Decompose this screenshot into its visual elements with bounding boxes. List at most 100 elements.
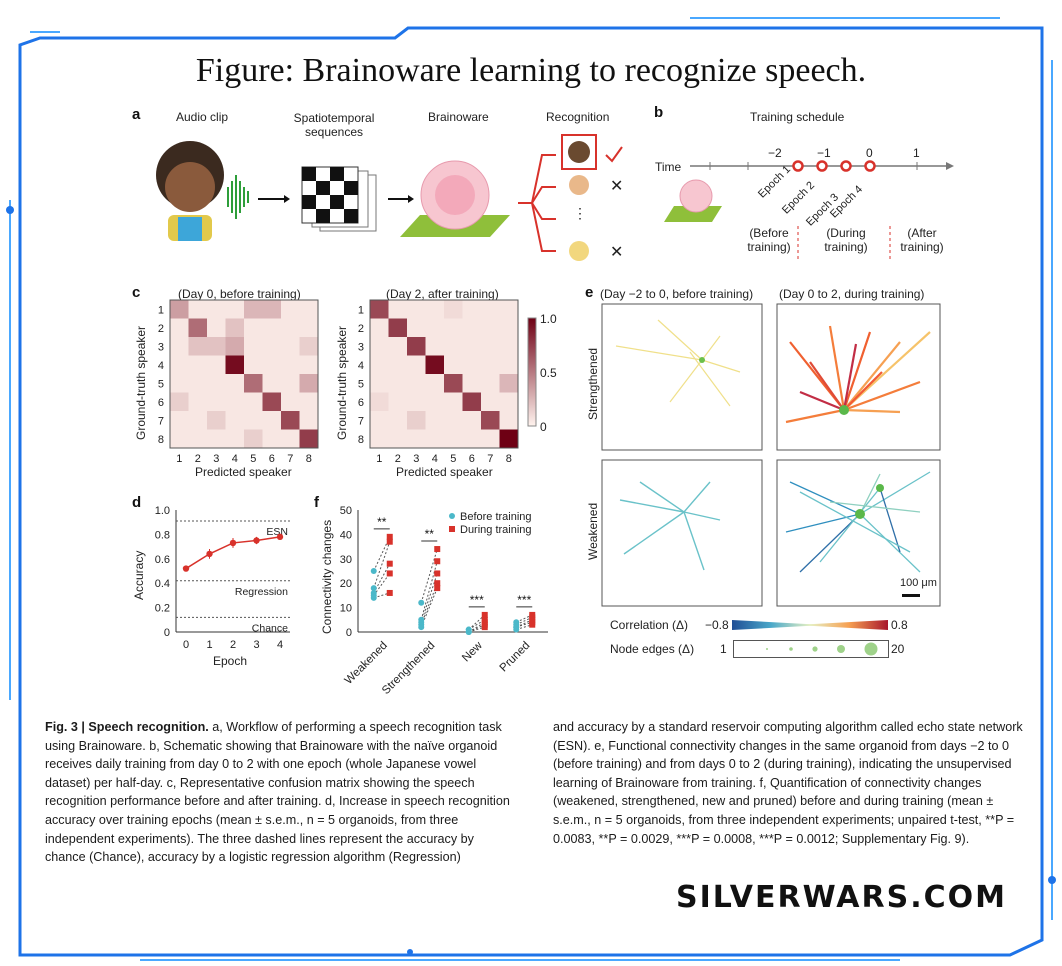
- organoid-icon: [664, 179, 722, 222]
- heatmap-title-after: (Day 2, after training): [386, 287, 499, 301]
- y-tick-label: 2: [158, 323, 164, 335]
- heatmap-cell: [499, 318, 518, 337]
- heatmap-cell: [188, 429, 207, 448]
- category-label: Weakened: [343, 640, 390, 687]
- heatmap-cell: [244, 300, 263, 319]
- heatmap-cell: [262, 429, 281, 448]
- epoch-markers: [792, 160, 876, 172]
- y-tick-label: 2: [358, 323, 364, 335]
- heatmap-cell: [462, 374, 481, 393]
- heatmap-cell: [262, 337, 281, 356]
- heatmap-cell: [499, 337, 518, 356]
- heatmap-cell: [299, 300, 318, 319]
- sound-wave-icon: [227, 175, 249, 219]
- heatmap-cell: [170, 337, 189, 356]
- heatmap-cell: [462, 392, 481, 411]
- during-point: [434, 558, 441, 565]
- y-tick-label: 1: [158, 304, 164, 316]
- pair-line: [516, 614, 533, 623]
- node-edges-label: Node edges (Δ): [610, 642, 695, 656]
- heatmap-cell: [281, 337, 300, 356]
- phase-before: (Before training): [747, 226, 791, 254]
- speaker-icon: [569, 241, 589, 261]
- x-tick-label: 2: [195, 453, 201, 465]
- during-point: [386, 533, 393, 540]
- y-tick-label: 30: [340, 554, 352, 566]
- heatmap-cell: [207, 300, 226, 319]
- heatmap-cell: [225, 318, 244, 337]
- x-axis-label: Epoch: [213, 654, 248, 668]
- heatmap-cell: [281, 392, 300, 411]
- x-axis-label: Predicted speaker: [396, 465, 493, 479]
- heatmap-cell: [244, 374, 263, 393]
- heatmap-cell: [188, 337, 207, 356]
- pair-line: [468, 619, 486, 630]
- x-tick-label: 1: [176, 453, 182, 465]
- heatmap-frame: [169, 299, 319, 449]
- x-tick-label: 1: [376, 453, 382, 465]
- phase-during: (During training): [824, 226, 868, 254]
- heatmap-cell: [170, 411, 189, 430]
- data-point: [276, 533, 284, 541]
- heatmap-cell: [207, 337, 226, 356]
- caption-left: Fig. 3 | Speech recognition. a, Workflow…: [45, 718, 515, 867]
- y-tick-label: 5: [158, 378, 164, 390]
- colorbar: [527, 317, 537, 427]
- correlation-label: Correlation (Δ): [610, 618, 689, 632]
- tick-label: −1: [817, 146, 831, 160]
- heatmap-cell: [462, 337, 481, 356]
- y-tick-label: 4: [158, 360, 164, 372]
- heatmap-cell: [425, 300, 444, 319]
- network-plot: [601, 459, 763, 607]
- network-plot: [776, 303, 941, 451]
- y-axis-label: Ground-truth speaker: [134, 325, 148, 440]
- step-recognition: Recognition: [546, 110, 610, 124]
- heatmap-cell: [299, 429, 318, 448]
- legend-marker: [449, 526, 455, 532]
- recognition-arrows: [518, 154, 556, 252]
- heatmap-frame: [369, 299, 519, 449]
- y-tick-label: 6: [358, 397, 364, 409]
- heatmap-cell: [170, 429, 189, 448]
- check-icon: [605, 146, 623, 163]
- heatmap-cell: [281, 318, 300, 337]
- step-brainoware: Brainoware: [428, 110, 489, 124]
- y-axis-label: Ground-truth speaker: [335, 325, 349, 440]
- heatmap-cell: [262, 392, 281, 411]
- y-tick-label: 6: [158, 397, 164, 409]
- tick-label: 0: [866, 146, 873, 160]
- heatmap-cell: [281, 429, 300, 448]
- category-label: Pruned: [498, 640, 533, 675]
- heatmap-cell: [281, 374, 300, 393]
- y-tick-label: 4: [358, 360, 364, 372]
- y-tick-label: 50: [340, 505, 352, 517]
- heatmap-cell: [262, 411, 281, 430]
- heatmap-cell: [444, 374, 463, 393]
- heatmap-cell: [299, 392, 318, 411]
- x-tick-label: 2: [230, 639, 236, 651]
- x-tick-label: 4: [232, 453, 238, 465]
- network-plot: [601, 303, 763, 451]
- heatmap-cell: [462, 318, 481, 337]
- heatmap-cell: [425, 411, 444, 430]
- panel-c-label: c: [132, 284, 141, 301]
- during-point: [434, 570, 441, 577]
- colorbar-tick: 0.5: [540, 366, 557, 380]
- before-point: [370, 568, 377, 574]
- heatmap-cell: [207, 355, 226, 374]
- heatmap-cell: [170, 374, 189, 393]
- caption-right: and accuracy by a standard reservoir com…: [553, 720, 1023, 846]
- speaker-icon: [569, 175, 589, 195]
- x-tick-label: 3: [253, 639, 259, 651]
- x-tick-label: 8: [306, 453, 312, 465]
- during-point: [481, 611, 488, 618]
- during-point: [386, 538, 393, 545]
- heatmap-cell: [407, 392, 426, 411]
- heatmap-cell: [170, 300, 189, 319]
- before-point: [418, 599, 425, 606]
- significance-label: **: [425, 527, 435, 541]
- heatmap-cell: [499, 392, 518, 411]
- heatmap-title-before: (Day 0, before training): [178, 287, 301, 301]
